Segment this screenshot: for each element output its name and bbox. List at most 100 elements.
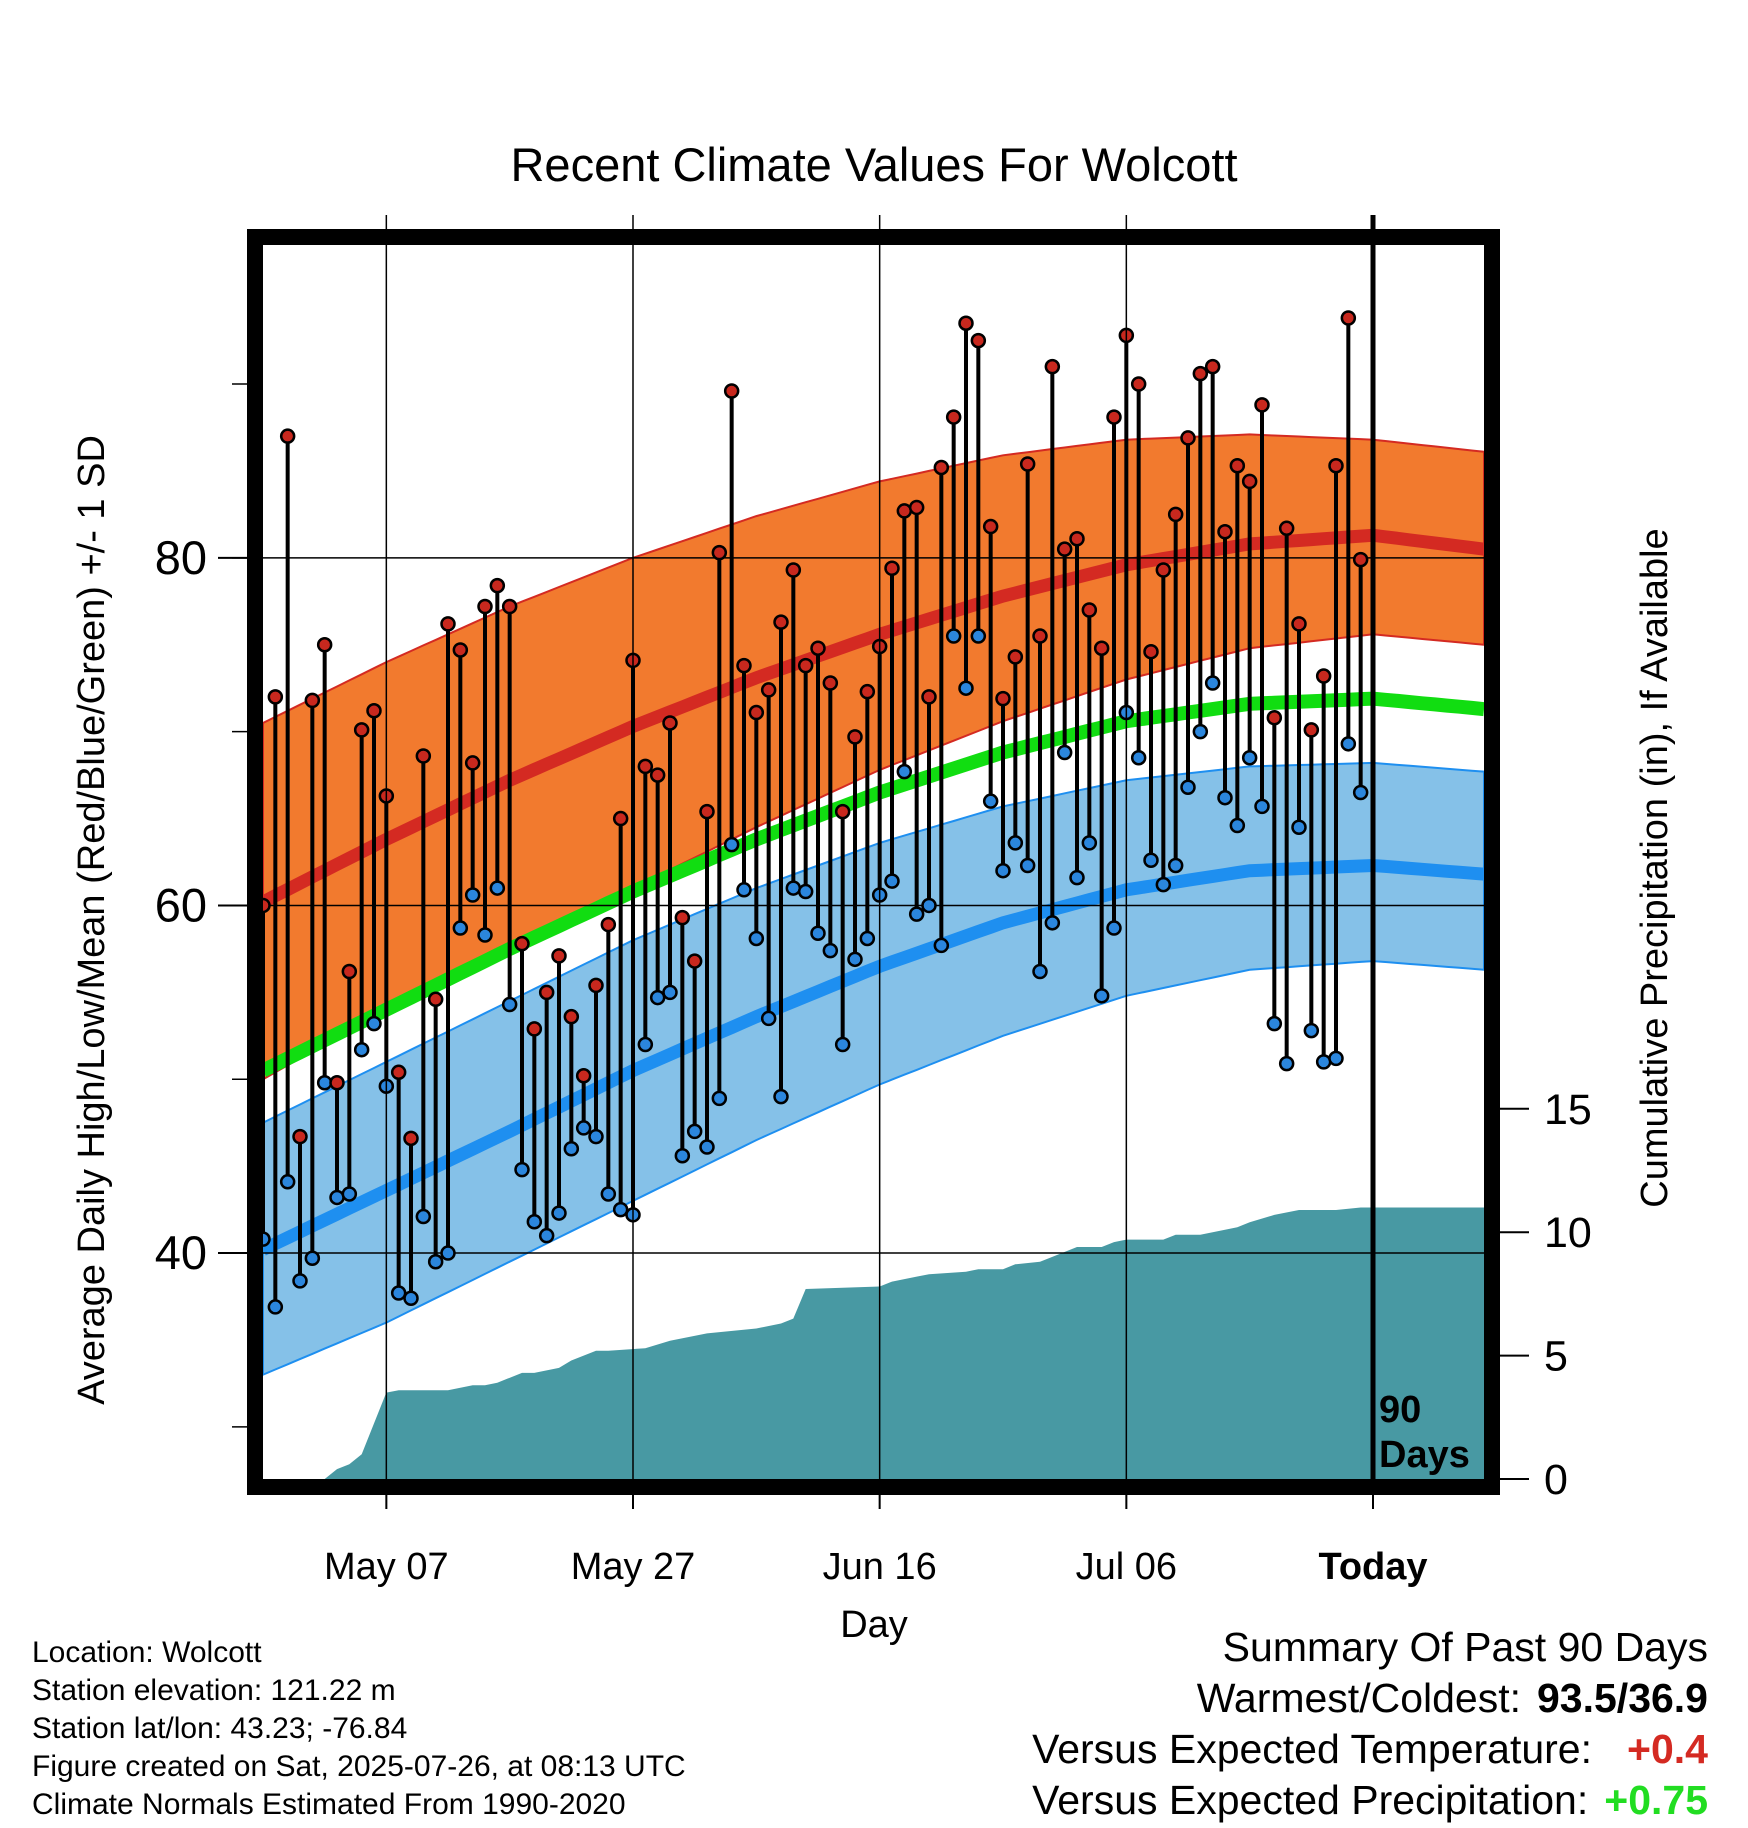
daily-high-point [452, 642, 469, 658]
daily-high-point [1204, 358, 1221, 375]
daily-low-point [403, 1290, 419, 1306]
daily-low-point [1032, 963, 1048, 980]
y2-tick-label: 5 [1544, 1333, 1568, 1381]
daily-low-point [464, 887, 481, 903]
warm-cold-label: Warmest/Coldest: [1196, 1675, 1521, 1721]
precip-value: +0.75 [1604, 1777, 1708, 1823]
x-axis-label: Day [840, 1604, 908, 1646]
daily-high-point [1106, 409, 1122, 425]
x-tick-label: May 07 [324, 1546, 449, 1588]
daily-high-point [267, 689, 284, 705]
daily-high-point [1315, 668, 1332, 684]
daily-high-point [390, 1064, 407, 1081]
daily-low-point [1155, 876, 1172, 893]
daily-low-point [896, 763, 913, 780]
normal-high-line [263, 528, 1484, 908]
daily-low-point [760, 1010, 777, 1027]
daily-low-point [279, 1174, 296, 1190]
daily-low-point [785, 880, 802, 896]
daily-low-point [292, 1273, 308, 1289]
daily-high-point [279, 428, 296, 444]
daily-low-point [551, 1205, 567, 1221]
daily-high-point [1340, 310, 1357, 326]
normals-text: Climate Normals Estimated From 1990-2020 [32, 1788, 626, 1821]
daily-low-point [945, 628, 962, 644]
daily-high-point [1155, 562, 1172, 578]
daily-high-point [760, 682, 777, 698]
daily-low-point [316, 1074, 333, 1091]
precip-label: Versus Expected Precipitation: [1032, 1777, 1589, 1823]
daily-high-point [600, 916, 617, 933]
daily-low-point [637, 1036, 654, 1053]
daily-high-point [415, 748, 432, 764]
daily-high-point [353, 722, 370, 738]
daily-high-point [316, 636, 333, 653]
daily-high-point [884, 560, 900, 577]
x-tick-label: Jul 06 [1076, 1546, 1177, 1588]
summary-title: Summary Of Past 90 Days [1222, 1624, 1708, 1670]
daily-low-point [440, 1245, 456, 1261]
daily-high-point [945, 409, 962, 425]
daily-low-point [1328, 1050, 1344, 1067]
daily-high-point [263, 897, 271, 914]
daily-high-point [501, 598, 518, 615]
daily-high-point [329, 1074, 345, 1091]
daily-high-point [1044, 358, 1061, 375]
daily-low-point [1143, 852, 1159, 869]
y2-tick-label: 10 [1544, 1209, 1592, 1257]
daily-high-point [908, 499, 925, 516]
chart-title: Recent Climate Values For Wolcott [510, 138, 1237, 191]
daily-high-point [1180, 430, 1196, 446]
precip-area [263, 1207, 1484, 1479]
daily-high-point [785, 562, 802, 578]
daily-high-point [526, 1021, 543, 1037]
daily-low-point [970, 628, 987, 644]
daily-high-point [1007, 649, 1024, 665]
daily-low-point [526, 1214, 543, 1230]
daily-low-point [600, 1186, 617, 1202]
today-days-label: Days [1379, 1434, 1470, 1476]
daily-low-point [514, 1161, 530, 1178]
daily-low-point [263, 1231, 271, 1247]
daily-low-point [1167, 857, 1184, 874]
daily-high-point [773, 614, 789, 630]
x-tick-label: Today [1318, 1546, 1427, 1588]
daily-low-point [353, 1041, 370, 1058]
y2-tick-label: 0 [1544, 1456, 1568, 1504]
daily-low-point [847, 951, 863, 968]
daily-high-point [1229, 457, 1246, 474]
daily-low-point [563, 1141, 580, 1157]
daily-low-point [1093, 988, 1110, 1004]
temp-row: Versus Expected Temperature: +0.4 [1032, 1724, 1708, 1775]
y-axis-label: Average Daily High/Low/Mean (Red/Blue/Gr… [71, 435, 113, 1405]
daily-high-point [477, 598, 493, 615]
daily-high-point [1254, 397, 1270, 413]
daily-high-point [575, 1068, 592, 1084]
daily-low-point [415, 1208, 432, 1225]
daily-low-point [427, 1253, 444, 1270]
daily-high-point [1328, 457, 1344, 474]
daily-low-point [1019, 857, 1036, 874]
created-text: Figure created on Sat, 2025-07-26, at 08… [32, 1750, 686, 1783]
daily-high-point [723, 383, 740, 399]
y2-axis-label: Cumulative Precipitation (in), If Availa… [1634, 528, 1676, 1207]
daily-low-point [773, 1088, 789, 1105]
daily-high-point [1291, 616, 1307, 632]
daily-low-point [612, 1201, 629, 1218]
daily-low-point [489, 880, 506, 896]
daily-low-point [1044, 915, 1061, 931]
y-tick-label: 40 [155, 1226, 207, 1279]
daily-high-point [834, 803, 851, 820]
summary-panel: Summary Of Past 90 Days Warmest/Coldest:… [1032, 1622, 1708, 1826]
daily-high-point [896, 503, 913, 519]
daily-low-point [477, 927, 493, 943]
daily-high-point [1241, 473, 1258, 490]
daily-low-point [1180, 779, 1196, 796]
y2-tick-label: 15 [1544, 1086, 1592, 1134]
daily-high-point [1069, 530, 1085, 547]
daily-low-point [1081, 835, 1098, 851]
daily-high-point [933, 459, 950, 476]
daily-low-point [736, 882, 752, 898]
low-sd-band [263, 761, 1484, 1376]
x-tick-label: May 27 [571, 1546, 696, 1588]
